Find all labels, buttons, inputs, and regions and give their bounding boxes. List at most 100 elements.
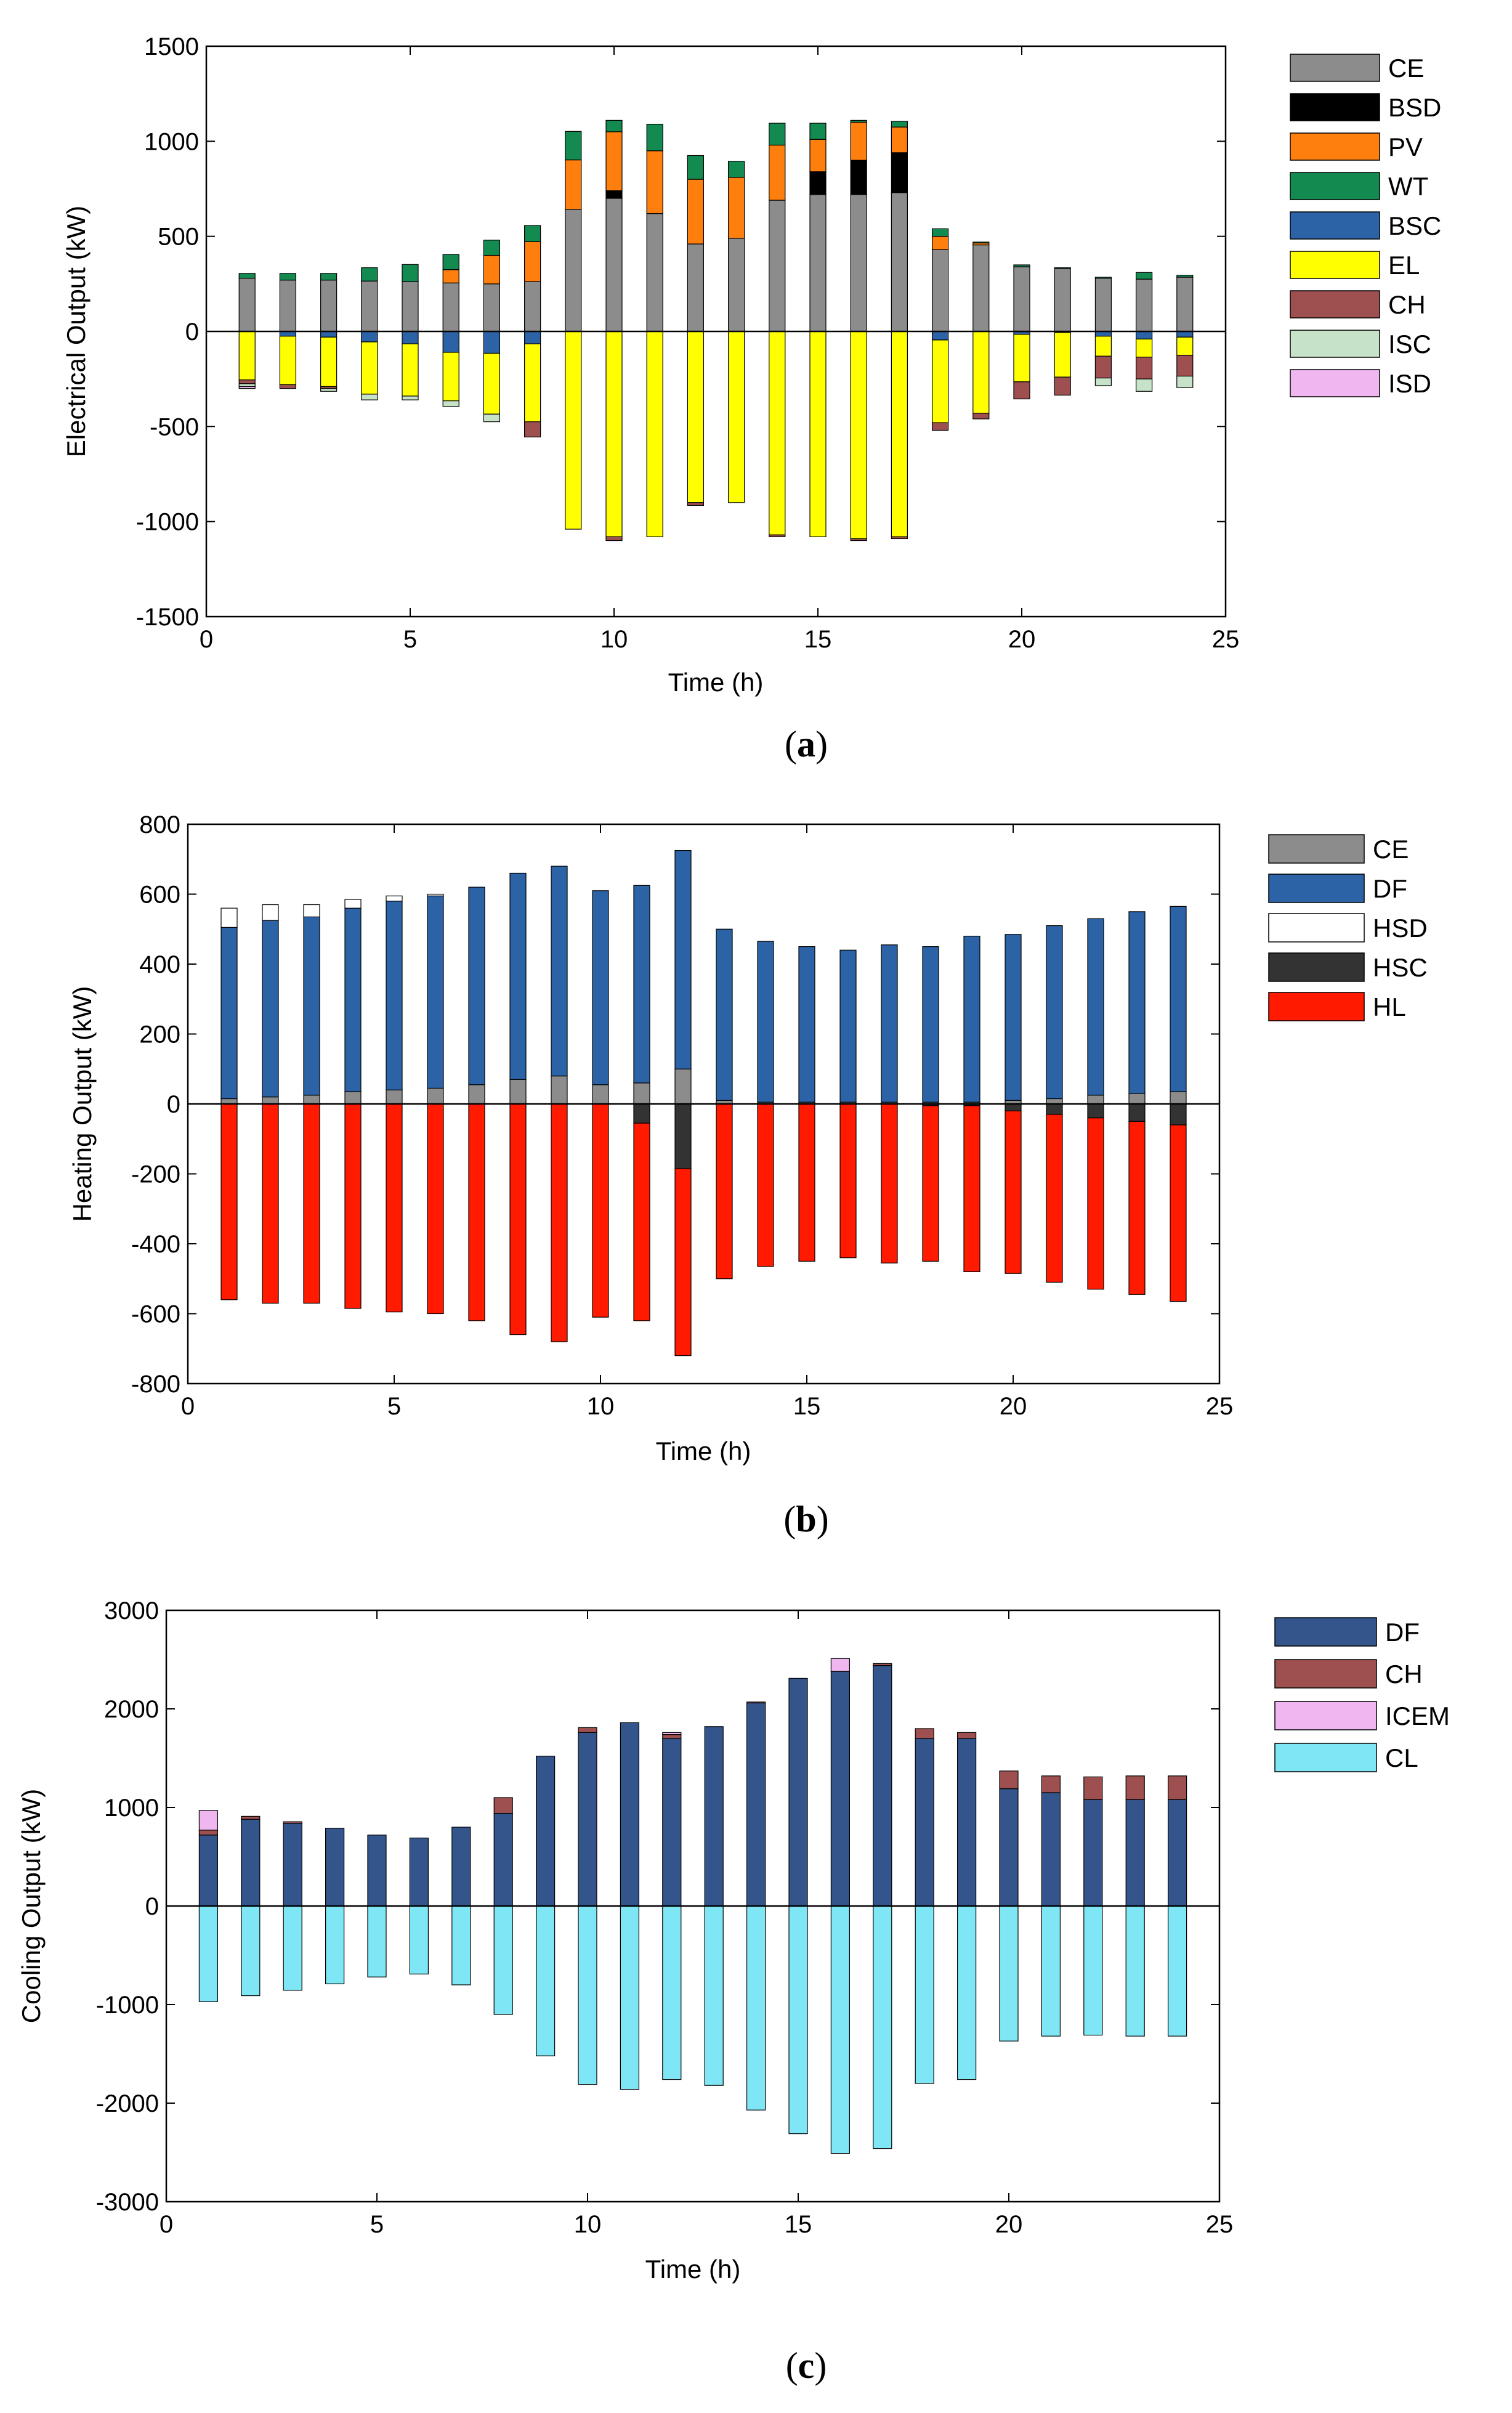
- y-tick-label: 600: [139, 882, 180, 909]
- y-ticks: -800 -600 -400 -200 0 200 400 600 800: [131, 811, 1219, 1398]
- bar-segment-hsc: [1128, 1103, 1146, 1122]
- bar-segment-df: [839, 949, 857, 1103]
- bar-segment-df: [1125, 1799, 1145, 1907]
- bar-segment-ch: [524, 421, 541, 437]
- bar-segment-hl: [674, 1168, 692, 1357]
- bar-segment-wt: [565, 131, 582, 161]
- bar-segment-cl: [746, 1905, 766, 2111]
- bar-segment-wt: [605, 120, 623, 132]
- bar-segment-df: [1041, 1792, 1061, 1907]
- bar-segment-hl: [1005, 1110, 1022, 1274]
- x-tick-label: 10: [600, 626, 628, 653]
- legend-swatch-ce: [1268, 834, 1365, 864]
- y-tick-label: 0: [185, 318, 199, 346]
- bar-segment-hsd: [220, 907, 238, 928]
- legend-label-isd: ISD: [1388, 369, 1431, 398]
- bar-segment-bsd: [605, 190, 623, 199]
- legend-swatch-isd: [1290, 369, 1380, 397]
- bar-segment-cl: [283, 1905, 302, 1991]
- bar-segment-pv: [524, 241, 541, 282]
- bar-segment-ce: [931, 249, 949, 332]
- legend-swatch-df: [1274, 1617, 1377, 1647]
- bar-segment-ch: [1125, 1775, 1145, 1800]
- bar-segment-hl: [963, 1105, 980, 1273]
- panel-a-electrical-output-chart: -1500 -1000 -500 0 500 1000 1500 0 5 10 15 20 25 El…: [62, 33, 1441, 764]
- bar-segment-ce: [303, 1095, 320, 1105]
- y-tick-label: 500: [158, 224, 199, 251]
- bar-segment-wt: [442, 254, 459, 270]
- legend: CE BSD PV WT BSC EL CH ISC ISD: [1290, 54, 1441, 398]
- legend-swatch-ch: [1290, 290, 1380, 318]
- bar-segment-cl: [704, 1905, 724, 2086]
- bar-segment-el: [1176, 336, 1194, 356]
- legend-swatch-hl: [1268, 992, 1365, 1021]
- legend-label-isc: ISC: [1388, 330, 1431, 359]
- bar-segment-ce: [238, 277, 256, 332]
- y-tick-label: 0: [145, 1893, 159, 1920]
- panel-label-b: (b): [783, 1499, 828, 1539]
- bar-segment-ce: [605, 198, 623, 332]
- bar-segment-cl: [493, 1905, 513, 2015]
- bar-segment-ch: [972, 413, 990, 420]
- y-tick-label: -600: [131, 1301, 180, 1328]
- bar-segment-bsc: [524, 331, 541, 344]
- bar-segment-pv: [442, 269, 459, 283]
- legend-label-df: DF: [1385, 1618, 1420, 1647]
- legend-label-pv: PV: [1388, 132, 1423, 161]
- bar-segment-hsd: [303, 904, 320, 917]
- legend-label-ce: CE: [1373, 835, 1409, 864]
- bar-segment-bsc: [483, 331, 501, 354]
- panel-label-c: (c): [786, 2345, 827, 2386]
- bar-segment-bsc: [320, 331, 338, 338]
- bar-segment-ce: [972, 244, 990, 332]
- legend-label-icem: ICEM: [1385, 1701, 1450, 1730]
- y-ticks: -3000 -2000 -1000 0 1000 2000 3000: [96, 1597, 1219, 2216]
- bar-segment-el: [565, 331, 582, 530]
- y-tick-label: 0: [167, 1091, 180, 1118]
- bar-segment-ch: [1054, 376, 1071, 396]
- bar-segment-cl: [409, 1905, 429, 1975]
- bar-segment-ce: [361, 280, 378, 332]
- bar-segment-ce: [220, 1098, 238, 1105]
- y-axis-label: Electrical Output (kW): [62, 206, 91, 457]
- bar-segment-pv: [565, 159, 582, 210]
- y-tick-label: -800: [131, 1371, 180, 1398]
- bar-segment-ch: [931, 422, 949, 431]
- bar-segment-isc: [238, 383, 256, 387]
- legend-label-df: DF: [1373, 874, 1407, 903]
- legend-swatch-df: [1268, 874, 1365, 903]
- bar-segment-ce: [1094, 277, 1112, 332]
- bar-segment-hl: [798, 1103, 815, 1262]
- bar-group: [198, 1658, 1187, 2154]
- bar-segment-ce: [565, 209, 582, 332]
- bar-segment-el: [524, 343, 541, 423]
- bar-segment-ch: [850, 538, 867, 541]
- bar-segment-bsc: [931, 331, 949, 341]
- bar-segment-df: [1128, 911, 1146, 1094]
- bar-segment-ce: [633, 1082, 650, 1105]
- bar-segment-bsc: [402, 331, 419, 344]
- bar-segment-hl: [922, 1105, 939, 1262]
- y-tick-label: -1000: [136, 509, 199, 536]
- bar-segment-hl: [427, 1103, 444, 1315]
- bar-segment-ch: [769, 534, 786, 537]
- bar-segment-ce: [279, 280, 296, 332]
- bar-segment-ch: [241, 1815, 261, 1820]
- x-tick-label: 0: [160, 2211, 173, 2238]
- bar-segment-cl: [325, 1905, 345, 1985]
- bar-segment-hl: [1046, 1114, 1063, 1283]
- bar-segment-df: [468, 886, 485, 1085]
- bar-segment-ch: [238, 379, 256, 384]
- bar-segment-hl: [509, 1103, 527, 1336]
- bar-segment-cl: [1083, 1905, 1103, 2036]
- y-tick-label: 1500: [144, 33, 199, 60]
- bar-segment-el: [850, 331, 867, 540]
- bar-segment-df: [220, 927, 238, 1100]
- bar-segment-wt: [279, 273, 296, 281]
- x-tick-label: 10: [587, 1393, 615, 1420]
- bar-segment-el: [1054, 331, 1071, 378]
- x-tick-label: 20: [1000, 1393, 1027, 1420]
- x-ticks: 0 5 10 15 20 25: [200, 46, 1239, 653]
- bar-segment-pv: [931, 236, 949, 250]
